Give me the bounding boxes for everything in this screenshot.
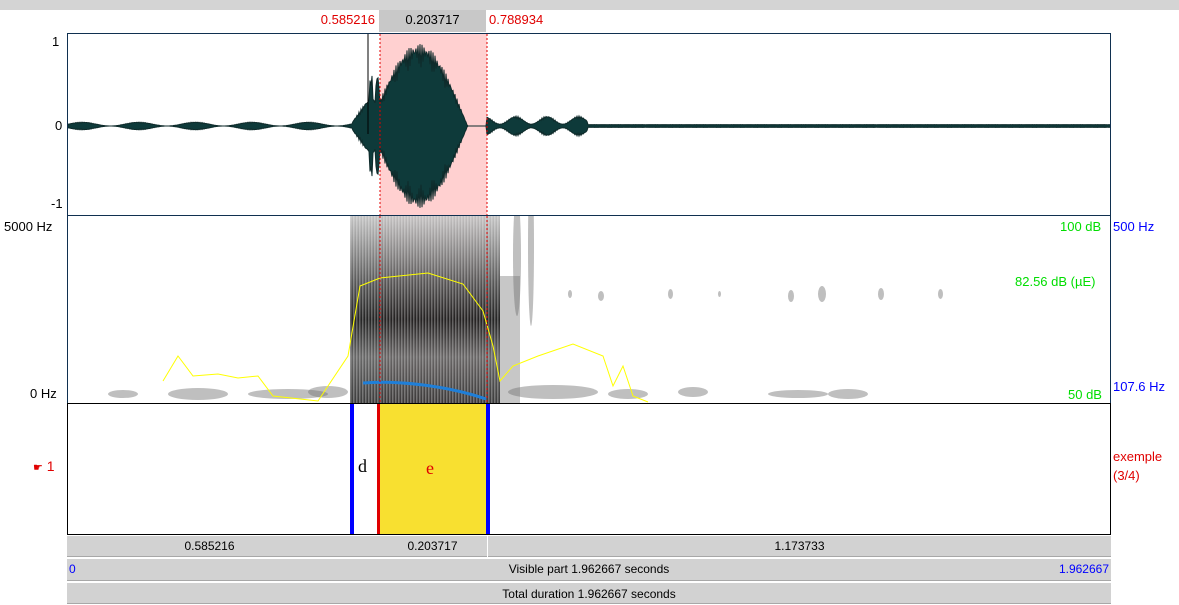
pitch-current-label: 107.6 Hz — [1113, 379, 1166, 394]
segment-after-button[interactable]: 1.173733 — [488, 535, 1111, 557]
left-margin — [0, 10, 67, 604]
visible-part-label: Visible part 1.962667 seconds — [508, 562, 670, 576]
interval-e-label[interactable]: e — [426, 458, 434, 478]
spectrogram-noise-blob — [108, 390, 138, 398]
intensity-min-label: 50 dB — [1068, 387, 1102, 402]
waveform-ymin-label: -1 — [51, 196, 63, 211]
interval-e-highlight[interactable] — [379, 404, 487, 534]
total-duration-label: Total duration 1.962667 seconds — [502, 587, 676, 601]
spectrogram-noise-blob — [513, 216, 521, 316]
boundary-left[interactable] — [350, 404, 354, 534]
tier-name: exemple — [1113, 449, 1163, 464]
spectrogram-noise-blob — [878, 288, 884, 300]
segment-gap — [352, 535, 378, 557]
spectrogram-noise-blob — [668, 289, 673, 299]
spectrogram-panel[interactable] — [67, 216, 1111, 404]
spectrogram-tail-energy — [500, 276, 520, 404]
total-duration-button[interactable]: Total duration 1.962667 seconds — [67, 582, 1111, 604]
spectrogram-noise-blob — [828, 389, 868, 399]
spectrogram-noise-blob — [718, 291, 721, 297]
textgrid-tier[interactable]: d e — [67, 403, 1111, 535]
waveform-trace — [68, 44, 1110, 208]
intensity-current-label: 82.56 dB (µE) — [1015, 274, 1096, 289]
spectrogram-noise-blob — [168, 388, 228, 400]
pointing-hand-icon: ☛ — [33, 462, 43, 474]
segment-before-label: 0.585216 — [184, 539, 235, 553]
tier-number[interactable]: ☛ 1 — [33, 458, 55, 474]
visible-end-label: 1.962667 — [1058, 562, 1109, 576]
spectrogram-noise-blob — [508, 385, 598, 399]
segment-before-button[interactable]: 0.585216 — [67, 535, 352, 557]
pitch-curve — [362, 380, 487, 401]
boundary-middle[interactable] — [377, 404, 380, 534]
spectrogram-noise-blob — [598, 291, 604, 301]
interval-d-label[interactable]: d — [358, 456, 367, 476]
tier-number-label: 1 — [46, 458, 55, 474]
segment-after-label: 1.173733 — [774, 539, 825, 553]
spectrogram-noise-blob — [788, 290, 794, 302]
tier-count: (3/4) — [1113, 468, 1140, 483]
top-bar — [0, 0, 1179, 10]
selection-end-label: 0.788934 — [489, 12, 544, 27]
spectrogram-noise-blob — [678, 387, 708, 397]
spectrogram-noise — [108, 216, 943, 400]
waveform-ymax-label: 1 — [52, 34, 60, 49]
waveform-yzero-label: 0 — [55, 118, 63, 133]
spectrogram-noise-blob — [768, 390, 828, 398]
segment-selected-label: 0.203717 — [407, 539, 458, 553]
waveform-svg — [68, 34, 1110, 215]
spectrogram-noise-blob — [248, 389, 328, 399]
spectrogram-noise-blob — [568, 290, 572, 298]
boundary-right[interactable] — [486, 404, 490, 534]
spectrogram-noise-blob — [608, 389, 648, 399]
intensity-max-label: 100 dB — [1060, 219, 1102, 234]
spectrogram-noise-blob — [308, 386, 348, 398]
segment-selected-button[interactable]: 0.203717 — [378, 535, 487, 557]
spectrogram-noise-blob — [938, 289, 943, 299]
waveform-panel[interactable] — [67, 33, 1111, 216]
spectrogram-noise-blob — [528, 216, 534, 326]
selection-start-label: 0.585216 — [320, 12, 375, 27]
selection-duration-button[interactable]: 0.203717 — [379, 10, 486, 32]
visible-start-label: 0 — [69, 562, 76, 576]
intensity-curve — [162, 272, 649, 403]
visible-part-button[interactable]: 0 Visible part 1.962667 seconds 1.962667 — [67, 558, 1111, 581]
freq-min-label: 0 Hz — [30, 386, 57, 401]
spectrogram-vowel-stripes — [350, 216, 500, 404]
pitch-max-label: 500 Hz — [1113, 219, 1155, 234]
spectrogram-noise-blob — [818, 286, 826, 302]
freq-max-label: 5000 Hz — [4, 219, 53, 234]
spectrogram-svg — [108, 216, 943, 404]
